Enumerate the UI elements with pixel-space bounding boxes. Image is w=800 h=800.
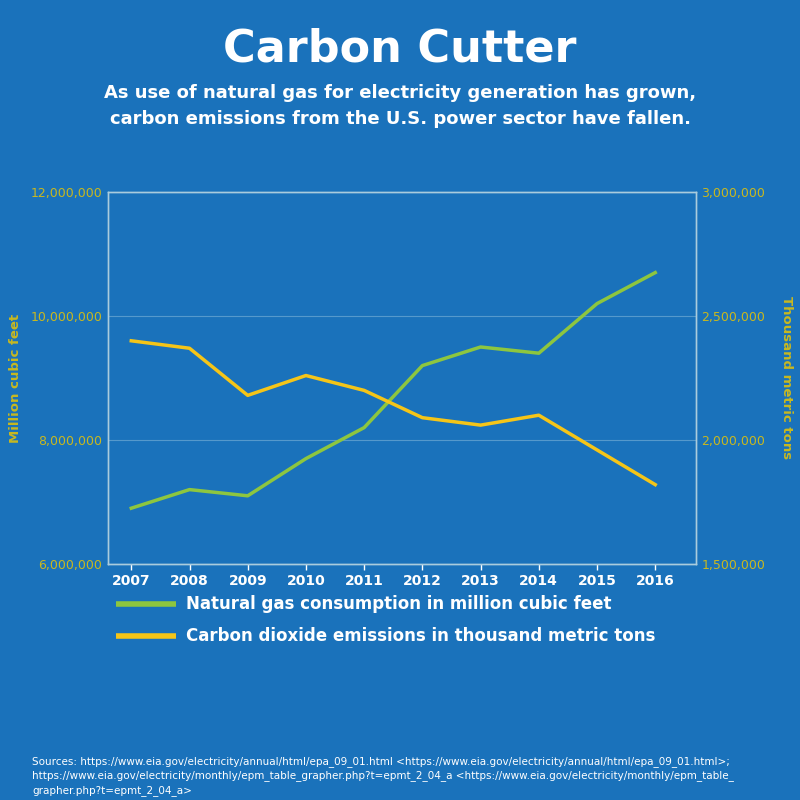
Text: Carbon Cutter: Carbon Cutter	[223, 28, 577, 71]
Text: Natural gas consumption in million cubic feet: Natural gas consumption in million cubic…	[186, 595, 611, 613]
Text: Sources: https://www.eia.gov/electricity/annual/html/epa_09_01.html <https://www: Sources: https://www.eia.gov/electricity…	[32, 756, 734, 796]
Text: Carbon dioxide emissions in thousand metric tons: Carbon dioxide emissions in thousand met…	[186, 627, 655, 645]
Y-axis label: Million cubic feet: Million cubic feet	[10, 314, 22, 442]
Y-axis label: Thousand metric tons: Thousand metric tons	[780, 297, 794, 459]
Text: As use of natural gas for electricity generation has grown,
carbon emissions fro: As use of natural gas for electricity ge…	[104, 84, 696, 128]
